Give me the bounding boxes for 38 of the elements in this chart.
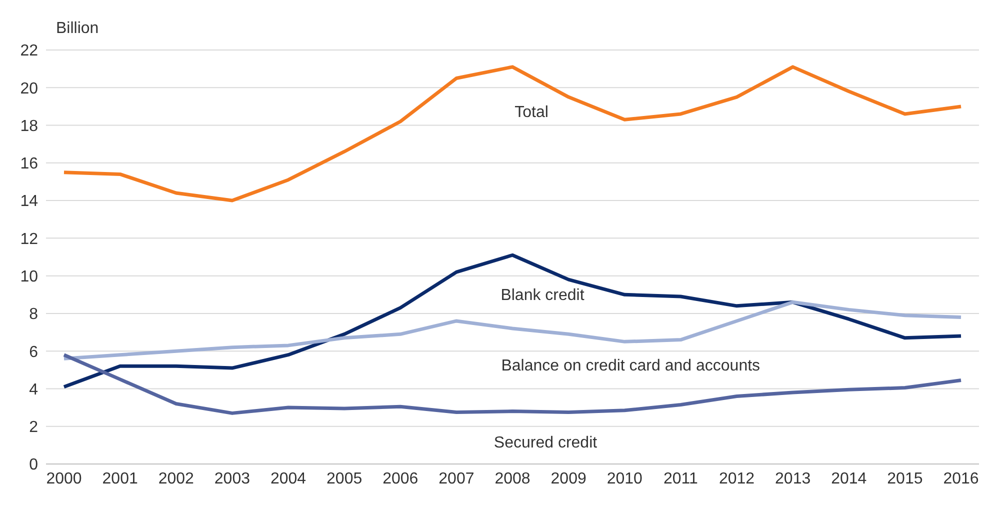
- y-tick-label: 20: [20, 80, 38, 98]
- line-series: [62, 65, 963, 202]
- y-axis-title: Billion: [56, 20, 99, 38]
- x-tick-label: 2015: [887, 470, 923, 488]
- series-label: Secured credit: [494, 434, 598, 452]
- y-tick-label: 4: [29, 381, 38, 398]
- x-tick-label: 2014: [831, 470, 867, 488]
- x-tick-label: 2001: [102, 470, 138, 488]
- x-tick-label: 2009: [550, 470, 586, 488]
- x-tick-label: 2006: [382, 470, 418, 488]
- y-tick-label: 6: [29, 344, 38, 361]
- x-tick-label: 2003: [214, 470, 250, 488]
- line-series: [62, 253, 963, 389]
- series-label: Total: [514, 104, 548, 121]
- x-tick-label: 2005: [326, 470, 362, 488]
- x-tick-label: 2000: [46, 470, 82, 488]
- x-tick-label: 2002: [158, 470, 194, 488]
- x-tick-label: 2008: [494, 470, 530, 488]
- x-tick-label: 2004: [270, 470, 306, 488]
- y-tick-label: 0: [29, 456, 38, 474]
- y-tick-label: 2: [29, 419, 38, 436]
- line-series: [62, 300, 963, 360]
- y-tick-label: 12: [20, 230, 38, 248]
- x-tick-label: 2011: [663, 470, 698, 488]
- y-tick-label: 22: [20, 42, 38, 60]
- series-label: Balance on credit card and accounts: [501, 358, 760, 375]
- y-tick-label: 16: [20, 156, 38, 173]
- x-tick-label: 2016: [943, 470, 979, 488]
- y-tick-label: 8: [29, 306, 38, 324]
- y-tick-label: 10: [20, 268, 38, 286]
- y-tick-label: 18: [20, 118, 38, 135]
- x-tick-label: 2007: [438, 470, 474, 488]
- x-tick-label: 2012: [718, 470, 755, 488]
- x-tick-label: 2013: [775, 470, 811, 488]
- x-tick-label: 2010: [606, 470, 643, 488]
- line-series: [62, 353, 963, 415]
- y-tick-label: 14: [20, 193, 38, 210]
- series-label: Blank credit: [500, 287, 585, 304]
